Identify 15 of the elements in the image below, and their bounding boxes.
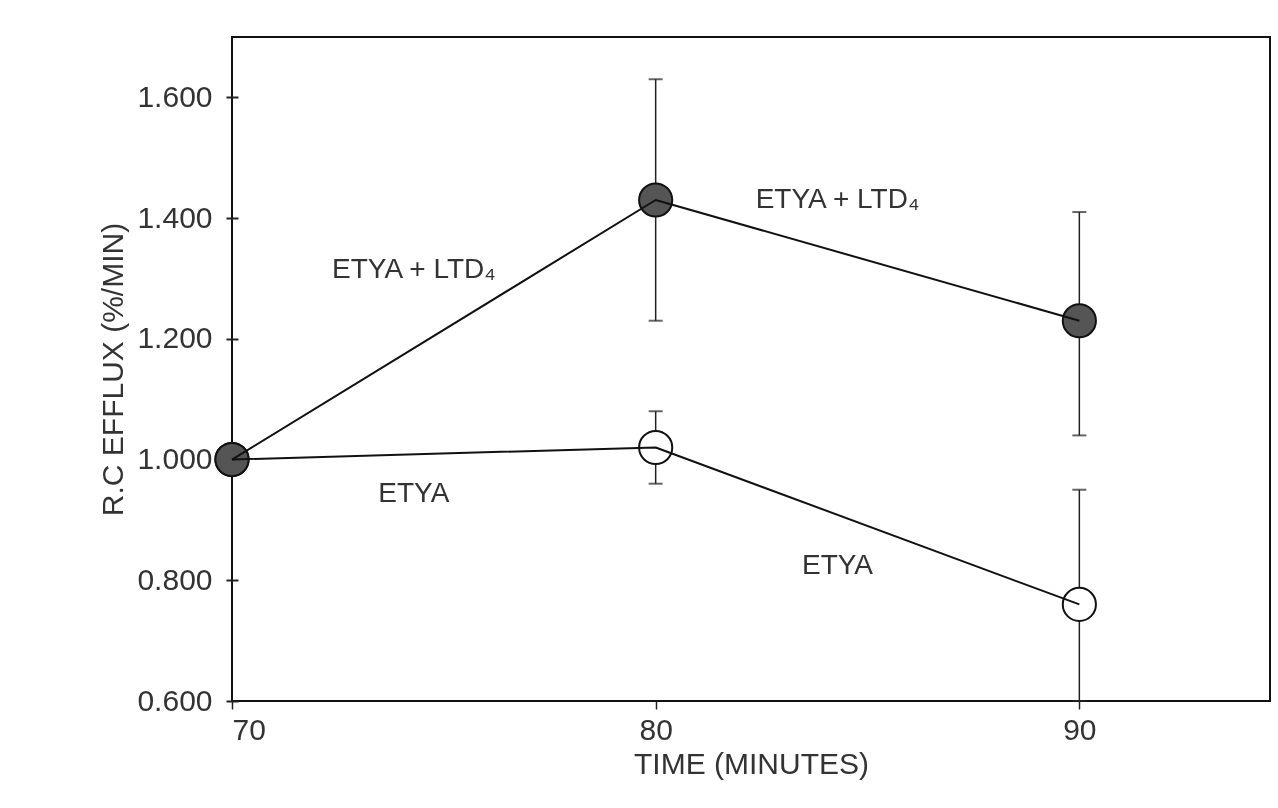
y-tick-label: 0.800 [137, 562, 213, 596]
y-tick-label: 1.000 [137, 442, 213, 476]
x-tick-label: 80 [639, 712, 673, 746]
series-label: ETYA [801, 548, 874, 580]
x-tick-label: 70 [232, 712, 266, 746]
x-axis-title: TIME (MINUTES) [634, 746, 869, 780]
y-tick-label: 1.600 [137, 79, 213, 113]
text: ETYA + LTD₄ [755, 183, 920, 215]
y-tick-label: 0.600 [137, 683, 213, 717]
text: ETYA [378, 476, 450, 508]
x-tick-label: 90 [1063, 712, 1097, 746]
y-tick-label: 1.400 [137, 200, 213, 234]
series-label: ETYA + LTD₄ [332, 252, 496, 284]
y-tick-label: 1.200 [137, 321, 213, 355]
y-axis-title: R.C EFFLUX (%/MIN) [96, 222, 130, 517]
